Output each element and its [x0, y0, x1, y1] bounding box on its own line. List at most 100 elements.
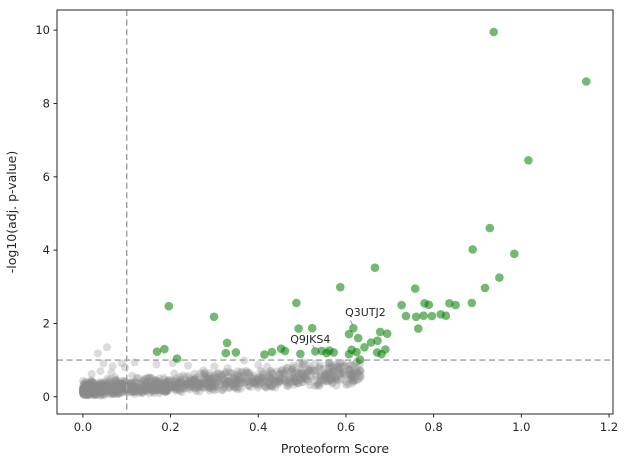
background-point: [303, 365, 312, 374]
background-point: [86, 387, 95, 396]
background-point: [328, 364, 337, 373]
background-point: [315, 382, 324, 391]
background-point: [106, 378, 115, 387]
y-tick-label: 2: [43, 316, 50, 330]
background-point: [113, 380, 122, 389]
background-point: [129, 385, 138, 394]
background-point: [82, 381, 91, 390]
background-point: [97, 381, 106, 390]
background-point: [176, 373, 185, 382]
background-point: [91, 386, 100, 395]
background-point: [105, 390, 114, 399]
y-tick-label: 0: [43, 390, 50, 404]
background-point: [158, 381, 167, 390]
background-point: [146, 381, 155, 390]
background-point: [131, 377, 140, 386]
x-tick-label: 0.6: [337, 420, 355, 434]
background-point: [79, 389, 88, 398]
background-point: [250, 378, 259, 387]
background-point: [284, 382, 293, 391]
background-point: [126, 384, 135, 393]
background-point: [152, 385, 161, 394]
background-point: [182, 380, 191, 389]
background-point: [143, 374, 151, 383]
significant-point: [441, 311, 451, 321]
background-point: [312, 366, 321, 375]
background-point: [108, 384, 117, 393]
threshold-lines-layer: [57, 10, 613, 414]
background-point: [153, 385, 162, 394]
background-point: [345, 374, 354, 383]
background-point: [94, 383, 103, 392]
background-point: [92, 390, 101, 399]
background-point: [93, 382, 102, 391]
background-point: [131, 387, 140, 396]
background-point: [281, 377, 290, 386]
background-point: [349, 369, 357, 378]
background-point: [86, 389, 95, 398]
background-point: [255, 381, 264, 390]
background-point: [179, 383, 188, 392]
background-point: [84, 388, 93, 397]
background-point: [310, 366, 319, 375]
background-point: [289, 361, 298, 370]
background-point: [219, 370, 228, 379]
significant-point: [329, 348, 339, 357]
background-point: [126, 378, 135, 387]
background-point: [281, 366, 290, 375]
background-point: [217, 375, 226, 383]
background-point: [101, 378, 109, 387]
background-point: [82, 388, 91, 397]
background-point: [230, 376, 239, 385]
background-point: [198, 381, 207, 390]
background-point: [338, 363, 347, 371]
background-point: [86, 387, 95, 396]
background-point: [88, 378, 97, 387]
background-point: [145, 381, 154, 390]
background-point: [298, 369, 307, 378]
background-point: [88, 386, 97, 395]
significant-point: [296, 349, 305, 359]
background-point: [175, 385, 184, 394]
background-point: [138, 388, 147, 397]
background-point: [177, 379, 186, 387]
background-point: [80, 388, 89, 397]
background-point: [283, 379, 292, 387]
background-point: [289, 368, 298, 377]
background-point: [79, 385, 88, 394]
background-point: [176, 387, 185, 395]
background-point: [132, 383, 141, 391]
background-point: [88, 384, 97, 393]
background-point: [218, 371, 226, 380]
background-point: [225, 368, 233, 377]
background-point: [194, 376, 203, 385]
background-point: [327, 376, 336, 385]
background-point: [87, 381, 96, 390]
background-point: [108, 388, 117, 397]
background-point: [99, 384, 108, 393]
background-point: [268, 369, 277, 378]
background-point: [79, 389, 88, 398]
background-point: [347, 372, 356, 381]
background-point: [84, 382, 93, 391]
background-point: [80, 384, 89, 392]
background-point: [271, 379, 280, 388]
background-point: [136, 387, 145, 395]
background-point: [83, 385, 91, 394]
background-point: [197, 379, 205, 388]
background-point: [137, 384, 146, 393]
background-point: [232, 383, 241, 392]
background-point: [135, 386, 144, 395]
background-point: [158, 386, 167, 395]
background-point: [271, 383, 280, 392]
background-point: [257, 374, 266, 383]
background-point: [174, 383, 182, 392]
background-point: [177, 384, 186, 392]
background-point: [96, 385, 105, 394]
background-point: [225, 377, 234, 386]
background-point: [150, 383, 159, 392]
background-point: [91, 382, 99, 391]
background-point: [101, 378, 110, 387]
background-point: [97, 380, 106, 389]
background-point: [79, 388, 88, 397]
